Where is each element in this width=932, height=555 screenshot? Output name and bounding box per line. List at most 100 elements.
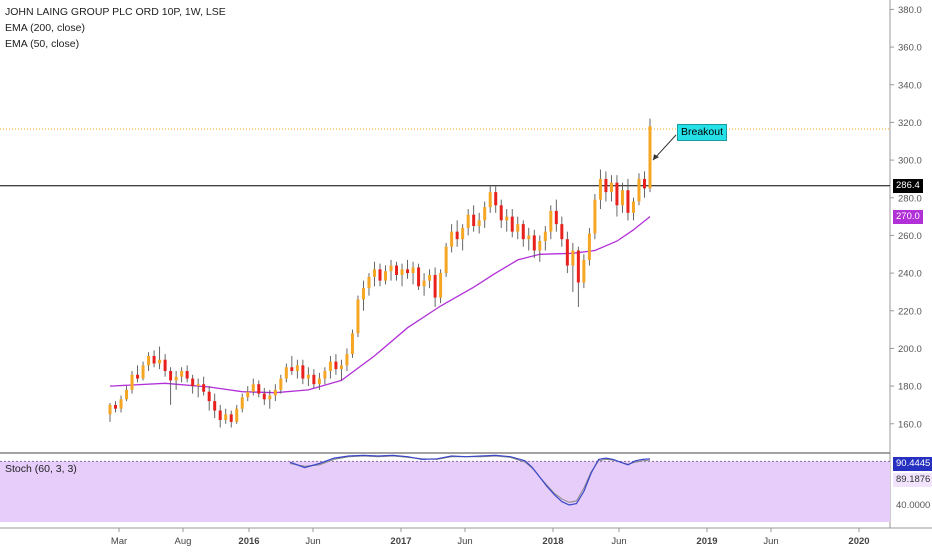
candle (268, 389, 272, 409)
candle (130, 371, 134, 394)
candle (284, 363, 288, 383)
candle (378, 263, 382, 287)
candle-body (527, 235, 531, 240)
candle (339, 359, 343, 381)
candle (576, 246, 580, 307)
candle (400, 263, 404, 287)
candle (560, 216, 564, 247)
candle-body (543, 231, 547, 242)
candle (609, 175, 613, 202)
candle-body (389, 265, 393, 272)
candle-body (488, 192, 492, 208)
candle (356, 295, 360, 338)
candle-body (218, 410, 222, 420)
candle-body (130, 374, 134, 390)
candle (163, 354, 167, 377)
candle-body (538, 241, 542, 251)
candle-body (648, 126, 652, 189)
candle-body (136, 374, 140, 379)
y-tick-label: 340.0 (898, 80, 922, 91)
candle (147, 352, 151, 372)
candle-body (180, 371, 184, 377)
candle-body (554, 210, 558, 225)
ema200-legend[interactable]: EMA (200, close) (5, 22, 85, 34)
x-tick-label: Mar (111, 536, 127, 547)
x-tick-label: 2020 (848, 536, 869, 547)
candle-body (516, 224, 520, 232)
breakout-annotation[interactable]: Breakout (677, 124, 728, 141)
candle (477, 212, 481, 234)
candle-body (312, 374, 316, 385)
candle (350, 329, 354, 358)
candle (395, 261, 399, 281)
candle (389, 259, 393, 281)
candle-body (587, 233, 591, 260)
candle-body (637, 178, 641, 202)
candle (455, 220, 459, 247)
ema-price-tag: 270.0 (893, 209, 923, 224)
candle (642, 171, 646, 198)
candle-body (549, 210, 553, 232)
candle (406, 259, 410, 279)
candle (411, 261, 415, 285)
candle-body (422, 280, 426, 287)
x-tick-label: Jun (457, 536, 472, 547)
y-tick-label: 320.0 (898, 118, 922, 129)
candle-body (262, 393, 266, 400)
candle-body (191, 378, 195, 387)
stoch-k-line (289, 454, 651, 506)
y-tick-label: 180.0 (898, 382, 922, 393)
candle-body (505, 216, 509, 221)
candle-body (268, 395, 272, 400)
candle-body (163, 359, 167, 372)
stoch-d-line (289, 455, 651, 503)
candle-body (257, 384, 261, 394)
candle (158, 346, 162, 370)
candle (384, 265, 388, 285)
candle (273, 384, 277, 402)
candle (334, 354, 338, 375)
candle (532, 229, 536, 259)
candle-body (400, 269, 404, 275)
candle (367, 273, 371, 296)
candle-body (207, 391, 211, 402)
candle-body (125, 389, 129, 400)
candle-body (279, 378, 283, 390)
candle (626, 178, 630, 221)
candle (648, 118, 652, 193)
candle-body (372, 269, 376, 277)
candle (604, 171, 608, 202)
candle-body (626, 190, 630, 213)
candle (444, 242, 448, 277)
candle-body (235, 408, 239, 422)
stoch-legend[interactable]: Stoch (60, 3, 3) (5, 463, 77, 475)
candle (114, 401, 118, 413)
candle-body (433, 274, 437, 298)
candle-body (521, 224, 525, 240)
x-tick-label: Jun (763, 536, 778, 547)
candle (328, 355, 332, 379)
candle (428, 269, 432, 289)
candle (587, 227, 591, 266)
candle (521, 220, 525, 247)
y-tick-label: 160.0 (898, 419, 922, 430)
candle (108, 403, 112, 422)
ema50-legend[interactable]: EMA (50, close) (5, 38, 80, 50)
candle (472, 205, 476, 232)
candle (125, 386, 129, 402)
stoch-band (0, 461, 890, 522)
candle (488, 186, 492, 213)
candle (439, 269, 443, 304)
candle-body (494, 192, 498, 206)
candle-body (147, 355, 151, 366)
candle (312, 369, 316, 388)
candle (466, 209, 470, 236)
candle (345, 348, 349, 372)
candle-body (301, 365, 305, 379)
candle-body (455, 231, 459, 240)
candle (185, 365, 189, 383)
candle-body (213, 401, 217, 411)
candle-body (196, 384, 200, 387)
